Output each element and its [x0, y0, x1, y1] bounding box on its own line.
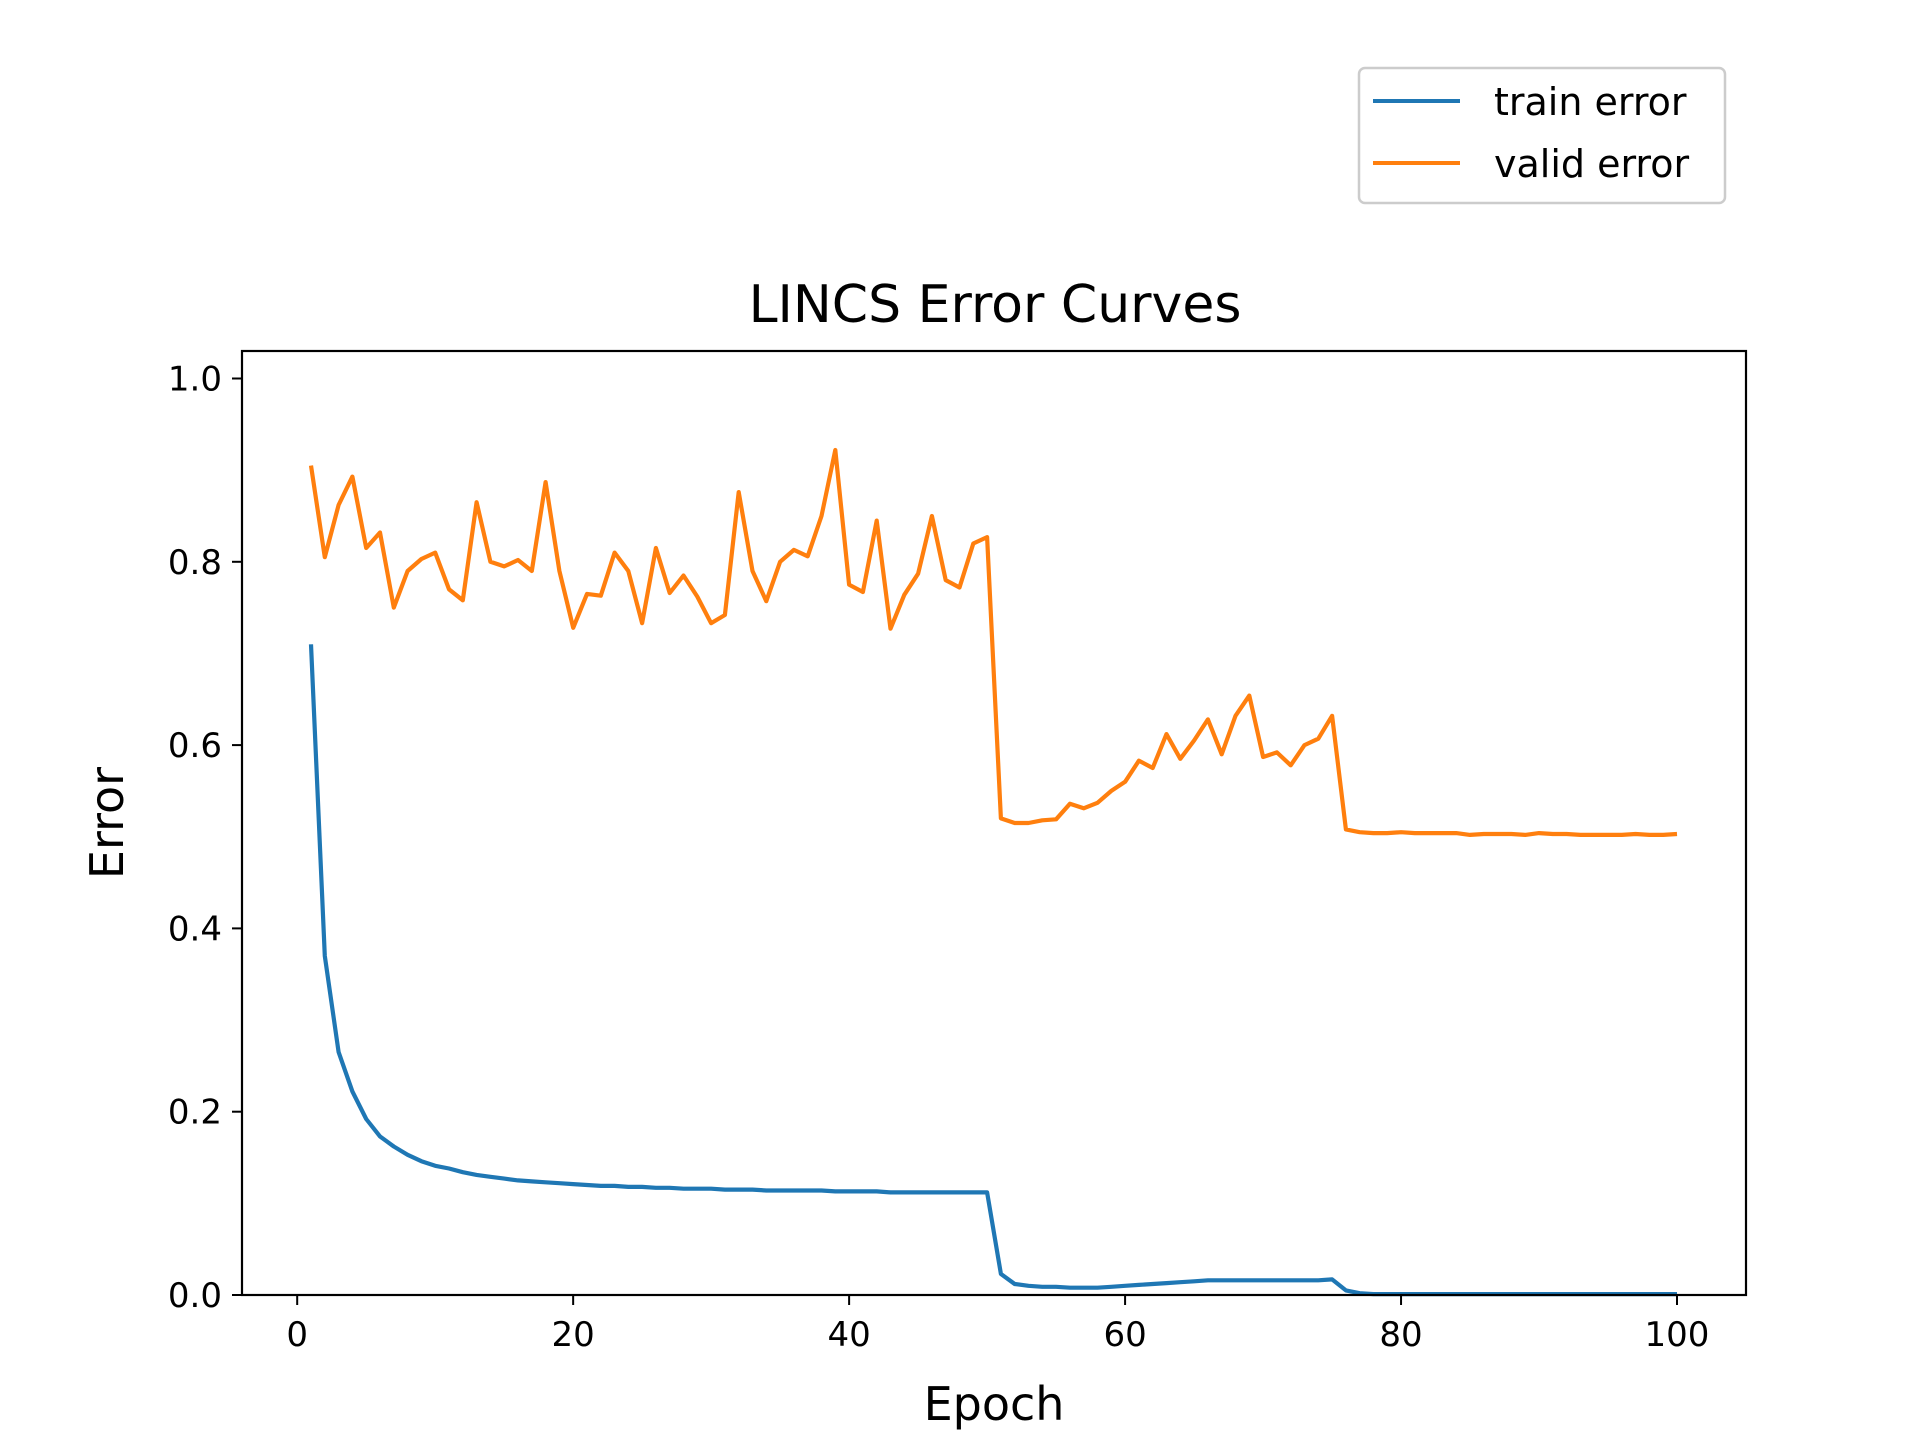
y-tick-label: 0.0	[168, 1276, 222, 1316]
x-axis-label: Epoch	[924, 1377, 1065, 1431]
chart-title: LINCS Error Curves	[749, 275, 1242, 335]
y-tick-label: 0.6	[168, 726, 222, 766]
x-tick-label: 100	[1645, 1315, 1710, 1355]
y-tick-label: 0.8	[168, 543, 222, 583]
y-axis-ticks: 0.0 0.2 0.4 0.6 0.8 1.0	[168, 359, 242, 1316]
legend-label-valid-error: valid error	[1494, 142, 1689, 186]
x-tick-label: 20	[552, 1315, 595, 1355]
y-axis-label: Error	[80, 767, 134, 879]
x-tick-label: 80	[1379, 1315, 1422, 1355]
y-tick-label: 0.4	[168, 909, 222, 949]
legend: train error valid error	[1357, 66, 1727, 205]
x-tick-label: 0	[286, 1315, 308, 1355]
y-tick-label: 0.2	[168, 1093, 222, 1133]
x-tick-label: 60	[1103, 1315, 1146, 1355]
plot-frame	[240, 349, 1748, 1297]
y-tick-label: 1.0	[168, 359, 222, 399]
x-tick-label: 40	[827, 1315, 870, 1355]
x-axis-ticks: 0 20 40 60 80 100	[286, 1295, 1709, 1355]
legend-label-train-error: train error	[1494, 80, 1687, 124]
series-line-valid-error	[308, 447, 1678, 838]
